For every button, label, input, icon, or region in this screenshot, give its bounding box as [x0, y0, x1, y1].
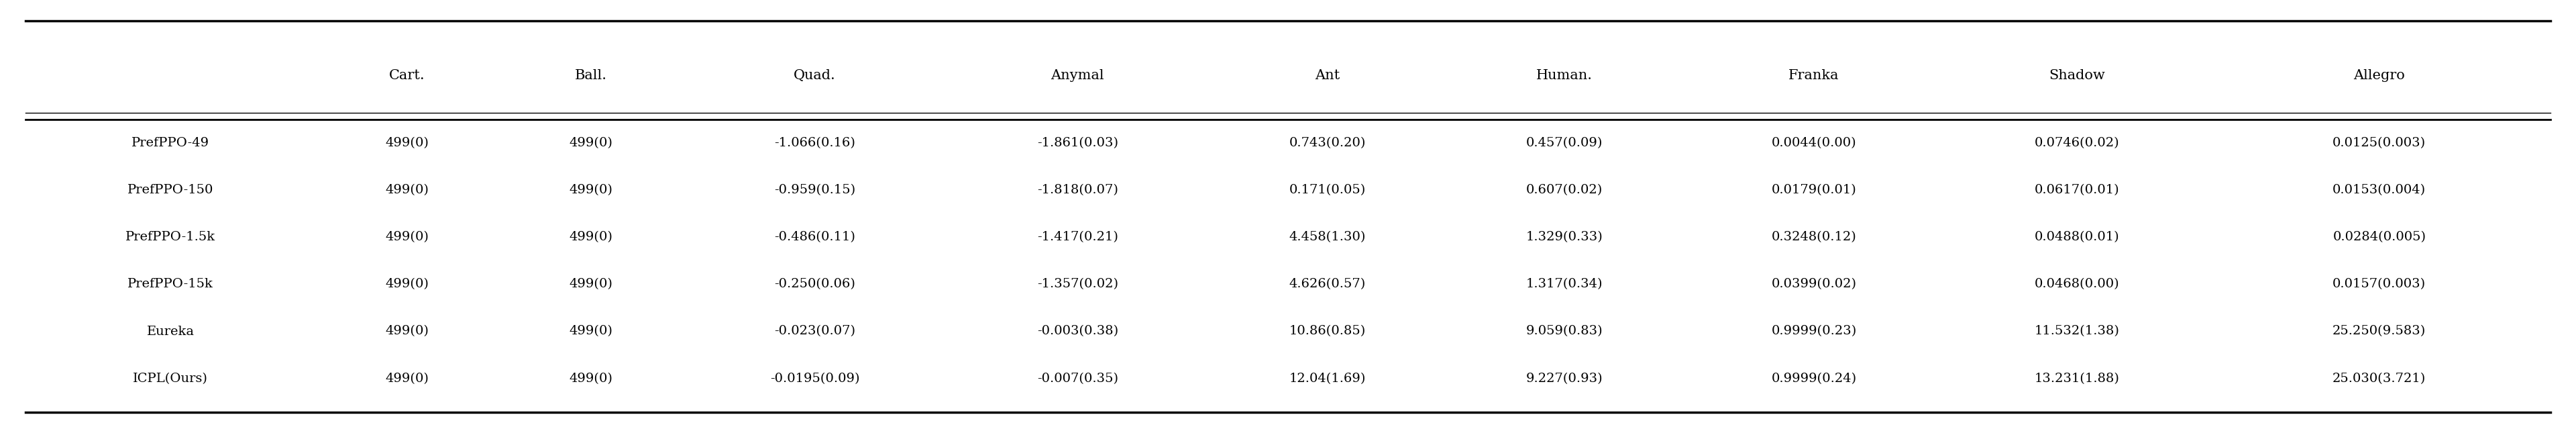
- Text: 4.458(1.30): 4.458(1.30): [1288, 231, 1365, 243]
- Text: 0.0153(0.004): 0.0153(0.004): [2334, 184, 2427, 196]
- Text: 0.0488(0.01): 0.0488(0.01): [2035, 231, 2120, 243]
- Text: 499(0): 499(0): [569, 184, 613, 196]
- Text: 499(0): 499(0): [386, 184, 428, 196]
- Text: 0.607(0.02): 0.607(0.02): [1525, 184, 1602, 196]
- Text: 0.171(0.05): 0.171(0.05): [1288, 184, 1365, 196]
- Text: -1.818(0.07): -1.818(0.07): [1038, 184, 1118, 196]
- Text: 0.9999(0.24): 0.9999(0.24): [1772, 373, 1857, 384]
- Text: 499(0): 499(0): [386, 373, 428, 384]
- Text: 499(0): 499(0): [569, 325, 613, 337]
- Text: Shadow: Shadow: [2048, 69, 2105, 82]
- Text: 25.250(9.583): 25.250(9.583): [2334, 325, 2427, 337]
- Text: 0.0399(0.02): 0.0399(0.02): [1772, 278, 1857, 290]
- Text: -0.007(0.35): -0.007(0.35): [1038, 373, 1118, 384]
- Text: 11.532(1.38): 11.532(1.38): [2035, 325, 2120, 337]
- Text: Allegro: Allegro: [2354, 69, 2406, 82]
- Text: PrefPPO-1.5k: PrefPPO-1.5k: [126, 231, 216, 243]
- Text: Anymal: Anymal: [1051, 69, 1105, 82]
- Text: 0.0746(0.02): 0.0746(0.02): [2035, 137, 2120, 149]
- Text: ICPL(Ours): ICPL(Ours): [134, 373, 209, 384]
- Text: 0.457(0.09): 0.457(0.09): [1525, 137, 1602, 149]
- Text: 9.059(0.83): 9.059(0.83): [1525, 325, 1602, 337]
- Text: 499(0): 499(0): [569, 278, 613, 290]
- Text: Ball.: Ball.: [574, 69, 608, 82]
- Text: PrefPPO-150: PrefPPO-150: [126, 184, 214, 196]
- Text: 9.227(0.93): 9.227(0.93): [1525, 373, 1602, 384]
- Text: -0.486(0.11): -0.486(0.11): [775, 231, 855, 243]
- Text: 4.626(0.57): 4.626(0.57): [1288, 278, 1365, 290]
- Text: Eureka: Eureka: [147, 325, 193, 337]
- Text: 499(0): 499(0): [386, 325, 428, 337]
- Text: 10.86(0.85): 10.86(0.85): [1288, 325, 1365, 337]
- Text: 25.030(3.721): 25.030(3.721): [2334, 373, 2427, 384]
- Text: PrefPPO-15k: PrefPPO-15k: [126, 278, 214, 290]
- Text: 499(0): 499(0): [569, 231, 613, 243]
- Text: 0.0179(0.01): 0.0179(0.01): [1772, 184, 1857, 196]
- Text: -0.959(0.15): -0.959(0.15): [773, 184, 855, 196]
- Text: -0.023(0.07): -0.023(0.07): [773, 325, 855, 337]
- Text: 12.04(1.69): 12.04(1.69): [1288, 373, 1365, 384]
- Text: 0.0468(0.00): 0.0468(0.00): [2035, 278, 2120, 290]
- Text: 0.3248(0.12): 0.3248(0.12): [1772, 231, 1857, 243]
- Text: 13.231(1.88): 13.231(1.88): [2035, 373, 2120, 384]
- Text: 499(0): 499(0): [386, 231, 428, 243]
- Text: Quad.: Quad.: [793, 69, 835, 82]
- Text: Franka: Franka: [1788, 69, 1839, 82]
- Text: 0.0617(0.01): 0.0617(0.01): [2035, 184, 2120, 196]
- Text: -0.250(0.06): -0.250(0.06): [775, 278, 855, 290]
- Text: 0.0044(0.00): 0.0044(0.00): [1772, 137, 1857, 149]
- Text: PrefPPO-49: PrefPPO-49: [131, 137, 209, 149]
- Text: -1.417(0.21): -1.417(0.21): [1038, 231, 1118, 243]
- Text: -0.003(0.38): -0.003(0.38): [1038, 325, 1118, 337]
- Text: 499(0): 499(0): [569, 137, 613, 149]
- Text: 499(0): 499(0): [386, 137, 428, 149]
- Text: 0.743(0.20): 0.743(0.20): [1288, 137, 1365, 149]
- Text: Human.: Human.: [1535, 69, 1592, 82]
- Text: 0.0125(0.003): 0.0125(0.003): [2334, 137, 2427, 149]
- Text: Cart.: Cart.: [389, 69, 425, 82]
- Text: -0.0195(0.09): -0.0195(0.09): [770, 373, 860, 384]
- Text: 0.9999(0.23): 0.9999(0.23): [1772, 325, 1857, 337]
- Text: 1.329(0.33): 1.329(0.33): [1525, 231, 1602, 243]
- Text: 499(0): 499(0): [386, 278, 428, 290]
- Text: -1.861(0.03): -1.861(0.03): [1038, 137, 1118, 149]
- Text: Ant: Ant: [1314, 69, 1340, 82]
- Text: 0.0157(0.003): 0.0157(0.003): [2334, 278, 2427, 290]
- Text: 0.0284(0.005): 0.0284(0.005): [2334, 231, 2427, 243]
- Text: -1.357(0.02): -1.357(0.02): [1038, 278, 1118, 290]
- Text: 499(0): 499(0): [569, 373, 613, 384]
- Text: -1.066(0.16): -1.066(0.16): [775, 137, 855, 149]
- Text: 1.317(0.34): 1.317(0.34): [1525, 278, 1602, 290]
